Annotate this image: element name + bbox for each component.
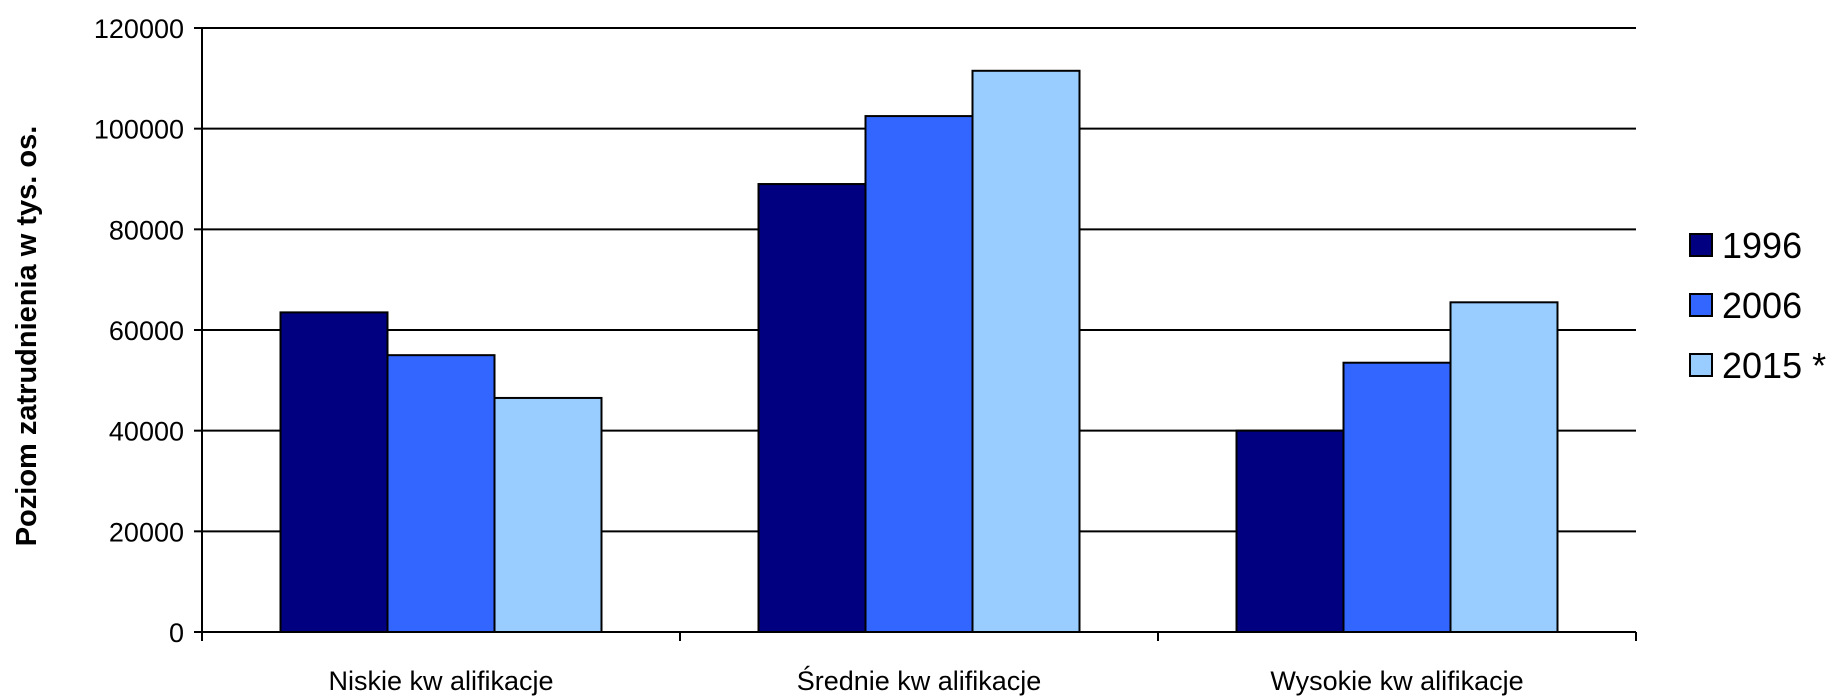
legend-swatch [1689,233,1713,257]
y-tick-label: 120000 [94,14,184,44]
bar-1996-0 [279,311,389,633]
y-axis-title: Poziom zatrudnienia w tys. os. [11,126,43,547]
y-axis-ticks: 0 20000 40000 60000 80000 100000 120000 [94,14,202,648]
bar-1996-1 [757,183,867,634]
bar-2015-1 [971,69,1081,634]
legend-swatch [1689,353,1713,377]
legend-label: 1996 [1722,225,1802,266]
y-tick-label: 40000 [109,417,184,447]
bar-2015-2 [1449,301,1559,633]
y-tick-label: 20000 [109,517,184,547]
y-tick-label: 60000 [109,316,184,346]
bar-2006-1 [864,115,974,634]
y-tick-label: 100000 [94,115,184,145]
x-category-label: Niskie kw alifikacje [328,666,553,696]
x-category-label: Wysokie kw alifikacje [1270,666,1523,696]
bar-1996-2 [1235,429,1345,633]
y-tick-label: 80000 [109,215,184,245]
bar-2006-2 [1342,361,1452,633]
legend: 1996 2006 2015 * [1689,225,1826,386]
legend-swatch [1689,293,1713,317]
x-category-label: Średnie kw alifikacje [797,664,1042,696]
y-tick-label: 0 [169,618,184,648]
bar-2015-0 [493,396,603,634]
bar-2006-0 [386,354,496,633]
axes [201,28,1637,641]
legend-label: 2006 [1722,285,1802,326]
x-axis-labels: Niskie kw alifikacje Średnie kw alifikacj… [328,664,1523,696]
legend-label: 2015 * [1722,345,1826,386]
bars [279,69,1559,634]
